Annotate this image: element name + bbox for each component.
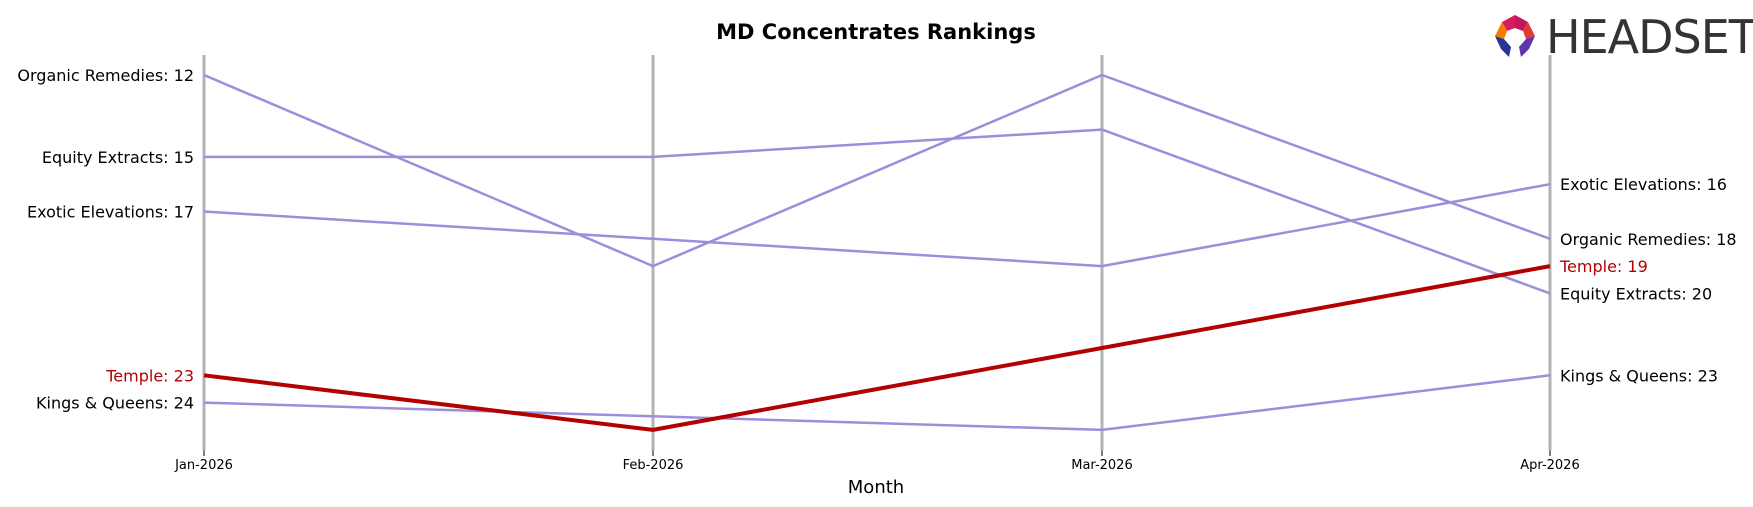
headset-logo-mark — [1495, 15, 1535, 57]
start-label-organic-remedies: Organic Remedies: 12 — [17, 66, 194, 85]
series-labels: Organic Remedies: 12 Organic Remedies: 18… — [17, 66, 1736, 413]
x-tick-label: Apr-2026 — [1520, 458, 1579, 473]
x-tick-label: Mar-2026 — [1071, 458, 1132, 473]
series-line-temple — [203, 264, 1551, 432]
series-line-kings-queens — [203, 374, 1551, 432]
x-tick-label: Feb-2026 — [623, 458, 684, 473]
series-line-exotic-elevations — [203, 182, 1551, 268]
month-gridlines — [202, 55, 1552, 450]
end-label-exotic-elevations: Exotic Elevations: 16 — [1560, 175, 1727, 194]
start-label-equity-extracts: Equity Extracts: 15 — [42, 148, 194, 167]
chart-title: MD Concentrates Rankings — [716, 20, 1036, 44]
x-axis-title: Month — [848, 477, 904, 498]
end-label-kings-queens: Kings & Queens: 23 — [1560, 366, 1718, 385]
start-label-exotic-elevations: Exotic Elevations: 17 — [27, 203, 194, 222]
headset-logo: HEADSET — [1495, 10, 1753, 64]
end-label-temple: Temple: 19 — [1559, 257, 1648, 276]
end-label-equity-extracts: Equity Extracts: 20 — [1560, 284, 1712, 303]
series-line-equity-extracts — [204, 128, 1551, 295]
series-line-organic-remedies — [203, 73, 1551, 268]
series-lines — [203, 73, 1551, 432]
headset-logo-text: HEADSET — [1546, 10, 1753, 64]
end-label-organic-remedies: Organic Remedies: 18 — [1560, 230, 1737, 249]
x-tick-label: Jan-2026 — [174, 458, 233, 473]
x-axis-ticks: Jan-2026 Feb-2026 Mar-2026 Apr-2026 — [174, 450, 1580, 473]
start-label-kings-queens: Kings & Queens: 24 — [36, 394, 194, 413]
start-label-temple: Temple: 23 — [105, 366, 194, 385]
